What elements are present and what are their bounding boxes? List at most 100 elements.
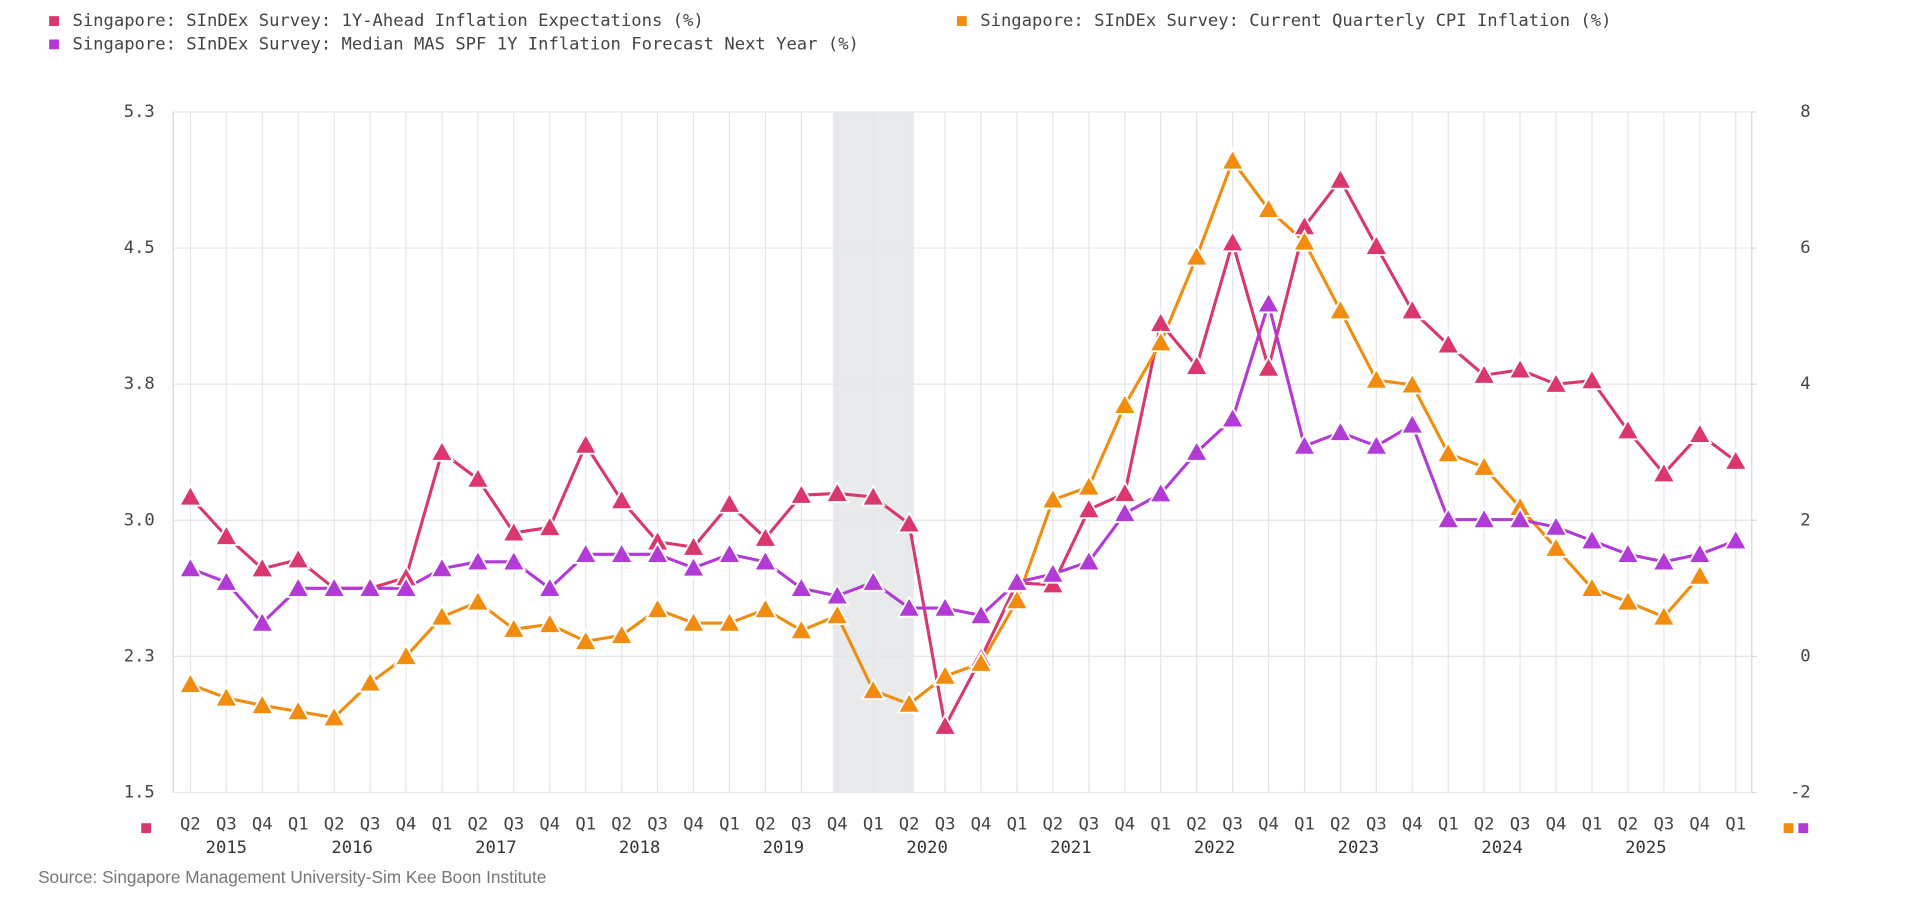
triangle-marker — [609, 487, 635, 511]
triangle-marker — [716, 610, 743, 633]
triangle-marker — [285, 546, 311, 570]
source: Source: Singapore Management University-… — [38, 867, 546, 887]
y2-tick-label: 2 — [1800, 510, 1810, 530]
triangle-marker — [1687, 541, 1713, 564]
triangle-marker — [357, 669, 383, 693]
series-line — [189, 178, 1737, 728]
legend-marker — [956, 16, 967, 26]
triangle-marker — [321, 575, 347, 598]
y-tick-label: 3.8 — [124, 374, 155, 394]
x-group-label: 2017 — [475, 838, 516, 858]
x-group-label: 2015 — [206, 838, 247, 858]
x-tick-label: Q3 — [1366, 814, 1387, 834]
x-tick-label: Q3 — [791, 814, 812, 834]
x-group-label: 2024 — [1481, 838, 1522, 858]
triangle-marker — [1435, 506, 1461, 530]
triangle-marker — [501, 616, 527, 639]
triangle-marker — [537, 514, 563, 537]
x-group-label: 2019 — [763, 838, 804, 858]
x-group-label: 2022 — [1194, 838, 1235, 858]
x-tick-label: Q3 — [1079, 814, 1100, 834]
triangle-marker — [249, 555, 275, 579]
x-tick-label: Q4 — [1546, 814, 1567, 834]
x-tick-label: Q2 — [180, 814, 201, 834]
x-tick-label: Q1 — [432, 814, 453, 834]
triangle-marker — [1327, 167, 1354, 190]
triangle-marker — [896, 510, 922, 534]
triangle-marker — [1651, 603, 1677, 627]
triangle-marker — [824, 480, 850, 503]
triangle-marker — [429, 439, 455, 462]
triangle-marker — [1363, 233, 1389, 256]
triangle-marker — [1543, 371, 1569, 394]
triangle-marker — [1184, 353, 1210, 376]
x-tick-label: Q2 — [1474, 814, 1495, 834]
x-tick-label: Q2 — [1330, 814, 1351, 834]
triangle-marker — [393, 643, 419, 666]
triangle-marker — [1615, 589, 1641, 612]
y2-tick-label: 8 — [1800, 102, 1810, 122]
x-tick-label: Q4 — [971, 814, 992, 834]
series-line — [189, 302, 1737, 625]
x-tick-label: Q3 — [935, 814, 956, 834]
x-group-label: 2025 — [1625, 838, 1666, 858]
triangle-marker — [788, 575, 814, 598]
x-tick-label: Q2 — [1186, 814, 1207, 834]
triangle-marker — [285, 698, 311, 722]
triangle-marker — [1291, 433, 1318, 456]
triangle-marker — [896, 691, 922, 714]
triangle-marker — [1255, 196, 1282, 219]
triangle-marker — [249, 610, 275, 633]
triangle-marker — [429, 603, 455, 627]
triangle-marker — [573, 628, 599, 651]
triangle-marker — [1040, 561, 1066, 584]
triangle-marker — [609, 541, 635, 564]
triangle-marker — [716, 541, 743, 564]
x-tick-label: Q2 — [468, 814, 489, 834]
triangle-marker — [573, 432, 599, 455]
triangle-marker — [1651, 460, 1677, 484]
axis-marker — [141, 823, 152, 834]
triangle-marker — [1615, 417, 1641, 441]
triangle-marker — [1255, 355, 1282, 378]
triangle-marker — [249, 692, 275, 715]
x-tick-label: Q3 — [503, 814, 524, 834]
triangle-marker — [716, 491, 743, 514]
triangle-marker — [1255, 290, 1282, 314]
x-tick-label: Q3 — [1510, 814, 1531, 834]
triangle-marker — [788, 482, 814, 505]
x-group-label: 2023 — [1338, 838, 1379, 858]
triangle-marker — [1148, 329, 1174, 353]
x-tick-label: Q2 — [755, 814, 776, 834]
triangle-marker — [1471, 506, 1497, 530]
triangle-marker — [1399, 297, 1425, 321]
y-tick-label: 4.5 — [124, 238, 155, 258]
triangle-marker — [1687, 563, 1713, 586]
triangle-marker — [1579, 367, 1605, 391]
triangle-marker — [1004, 569, 1030, 592]
y2-tick-label: 0 — [1800, 646, 1810, 666]
triangle-marker — [860, 569, 886, 592]
triangle-marker — [1291, 229, 1318, 252]
triangle-marker — [1363, 367, 1389, 390]
y-tick-label: 1.5 — [124, 782, 155, 802]
triangle-marker — [860, 677, 886, 700]
triangle-marker — [501, 519, 527, 543]
triangle-marker — [1112, 500, 1138, 523]
x-tick-label: Q2 — [611, 814, 632, 834]
x-tick-label: Q3 — [216, 814, 237, 834]
triangle-marker — [1435, 440, 1461, 464]
legend-marker — [49, 39, 59, 50]
x-tick-label: Q2 — [1618, 814, 1639, 834]
triangle-marker — [1040, 486, 1066, 510]
triangle-marker — [1148, 480, 1174, 504]
x-tick-label: Q1 — [575, 814, 596, 834]
axis-marker — [1783, 823, 1794, 834]
triangle-marker — [213, 569, 239, 592]
x-tick-label: Q2 — [1043, 814, 1064, 834]
triangle-marker — [1219, 148, 1246, 171]
triangle-marker — [1076, 548, 1102, 572]
triangle-marker — [968, 602, 994, 626]
triangle-marker — [1219, 229, 1246, 253]
